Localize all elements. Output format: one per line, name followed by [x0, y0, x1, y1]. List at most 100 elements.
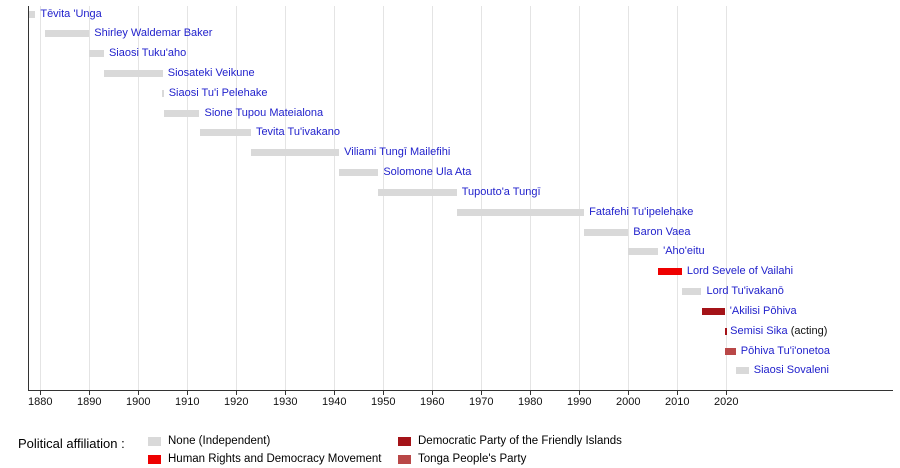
- timeline-row-label: Siosateki Veikune: [168, 67, 255, 80]
- legend-swatch-none: [148, 437, 161, 446]
- timeline-bar: [199, 129, 251, 137]
- gridline: [530, 6, 532, 390]
- legend: Political affiliation : None (Independen…: [0, 428, 900, 468]
- legend-label-tpp: Tonga People's Party: [418, 453, 527, 465]
- gridline: [432, 6, 434, 390]
- gridline: [89, 6, 91, 390]
- axis-tick-label: 1990: [567, 396, 592, 408]
- pm-link[interactable]: 'Aho'eitu: [663, 245, 705, 258]
- gridline: [334, 6, 336, 390]
- axis-tick-label: 1880: [28, 396, 53, 408]
- gridline: [628, 6, 630, 390]
- axis-tick: [726, 391, 728, 395]
- gridline: [726, 6, 728, 390]
- axis-tick-label: 1920: [224, 396, 249, 408]
- pm-link[interactable]: Fatafehi Tu'ipelehake: [589, 205, 694, 218]
- timeline-bar: [658, 268, 682, 276]
- legend-label-hrdm: Human Rights and Democracy Movement: [168, 453, 382, 465]
- legend-swatch-tpp: [398, 455, 411, 464]
- timeline-row-label: Viliami Tungī Mailefihi: [344, 146, 450, 159]
- pm-link[interactable]: Tevita Tu'ivakano: [255, 126, 340, 139]
- timeline-bar: [735, 367, 749, 375]
- axis-tick-label: 2000: [616, 396, 641, 408]
- axis-tick-label: 1900: [126, 396, 151, 408]
- timeline-row-label: Tevita Tu'ivakano: [256, 126, 340, 139]
- axis-tick-label: 1890: [77, 396, 102, 408]
- axis-tick: [334, 391, 336, 395]
- axis-tick-label: 2020: [714, 396, 739, 408]
- timeline-row-label: Tēvita 'Unga: [40, 8, 101, 21]
- gridline: [187, 6, 189, 390]
- pm-link[interactable]: Tēvita 'Unga: [40, 7, 102, 20]
- timeline-plot: 1880 1890 1900 1910 1920 1930 1940 1950 1960 1970…: [28, 6, 893, 408]
- pm-link[interactable]: Pōhiva Tu'i'onetoa: [740, 344, 831, 357]
- axis-tick-label: 1940: [322, 396, 347, 408]
- timeline-row-label: Siaosi Sovaleni: [754, 364, 829, 377]
- timeline-row-label: Tupouto'a Tungī: [462, 186, 541, 199]
- gridline: [285, 6, 287, 390]
- pm-link[interactable]: Siaosi Sovaleni: [753, 364, 829, 377]
- gridline: [236, 6, 238, 390]
- timeline-bar: [456, 208, 585, 216]
- axis-tick-label: 1950: [371, 396, 396, 408]
- pm-link[interactable]: Semisi Sika: [730, 324, 788, 337]
- axis-tick-label: 1910: [175, 396, 200, 408]
- pm-link[interactable]: Siaosi Tuku'aho: [108, 47, 187, 60]
- gridline: [481, 6, 483, 390]
- timeline-bar: [45, 30, 90, 38]
- gridline: [40, 6, 42, 390]
- timeline-bar: [725, 347, 736, 355]
- pm-link[interactable]: Shirley Waldemar Baker: [94, 27, 213, 40]
- gridline: [383, 6, 385, 390]
- timeline-bar: [103, 69, 163, 77]
- legend-heading: Political affiliation :: [18, 436, 125, 451]
- timeline-bar: [584, 228, 629, 236]
- timeline-row-label: Solomone Ula Ata: [383, 166, 471, 179]
- axis-tick: [236, 391, 238, 395]
- timeline-row-label: Sione Tupou Mateialona: [205, 107, 324, 120]
- timeline-row-label: Siaosi Tu'i Pelehake: [169, 87, 268, 100]
- gridline: [579, 6, 581, 390]
- axis-tick-label: 1970: [469, 396, 494, 408]
- pm-link[interactable]: Sione Tupou Mateialona: [204, 106, 324, 119]
- pm-link[interactable]: Siaosi Tu'i Pelehake: [168, 86, 268, 99]
- axis-tick-label: 2010: [665, 396, 690, 408]
- legend-swatch-dpfi: [398, 437, 411, 446]
- timeline-bar: [161, 89, 164, 97]
- timeline-bar: [701, 307, 725, 315]
- pm-link[interactable]: 'Akilisi Pōhiva: [729, 304, 797, 317]
- axis-tick: [40, 391, 42, 395]
- timeline-row-label: Baron Vaea: [633, 226, 690, 239]
- timeline-bar: [378, 188, 457, 196]
- pm-link[interactable]: Siosateki Veikune: [167, 66, 255, 79]
- timeline-row-label: Pōhiva Tu'i'onetoa: [741, 345, 830, 358]
- timeline-row-label: 'Aho'eitu: [663, 245, 705, 258]
- timeline-bar: [681, 288, 702, 296]
- legend-label-none: None (Independent): [168, 435, 271, 447]
- timeline-bar: [250, 149, 340, 157]
- y-axis-line: [28, 6, 29, 391]
- axis-tick: [187, 391, 189, 395]
- timeline-bar: [29, 10, 36, 18]
- timeline-bar: [628, 248, 659, 256]
- axis-tick-label: 1930: [273, 396, 298, 408]
- axis-tick: [285, 391, 287, 395]
- pm-link[interactable]: Solomone Ula Ata: [383, 166, 472, 179]
- timeline-bar: [89, 50, 104, 58]
- pm-link[interactable]: Lord Tu'ivakanō: [706, 285, 784, 298]
- axis-tick: [628, 391, 630, 395]
- timeline-bar: [339, 169, 379, 177]
- axis-tick-label: 1980: [518, 396, 543, 408]
- pm-link[interactable]: Viliami Tungī Mailefihi: [344, 146, 451, 159]
- axis-tick: [89, 391, 91, 395]
- axis-tick: [579, 391, 581, 395]
- timeline-row-label: Fatafehi Tu'ipelehake: [589, 206, 693, 219]
- pm-link[interactable]: Lord Sevele of Vailahi: [686, 265, 794, 278]
- pm-link[interactable]: Baron Vaea: [633, 225, 691, 238]
- axis-tick: [432, 391, 434, 395]
- pm-link[interactable]: Tupouto'a Tungī: [461, 185, 541, 198]
- axis-tick: [138, 391, 140, 395]
- axis-tick: [677, 391, 679, 395]
- timeline-row-label: 'Akilisi Pōhiva: [730, 305, 797, 318]
